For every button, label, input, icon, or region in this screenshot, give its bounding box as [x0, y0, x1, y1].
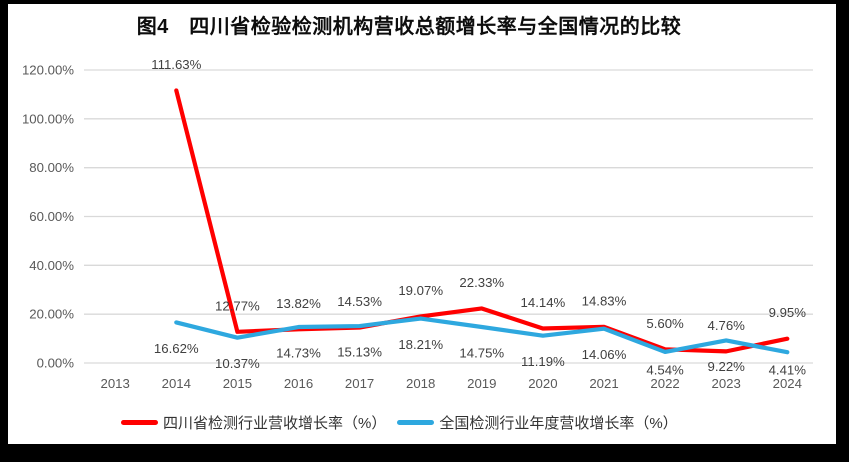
red-series-swatch-icon — [121, 420, 158, 425]
legend-label-national: 全国检测行业年度营收增长率（%） — [439, 415, 678, 432]
chart-title: 图4 四川省检验检测机构营收总额增长率与全国情况的比较 — [136, 16, 682, 38]
blue-series-swatch-icon — [397, 420, 435, 425]
legend: 四川省检测行业营收增长率（%） 全国检测行业年度营收增长率（%） — [121, 412, 678, 433]
legend-label-sichuan: 四川省检测行业营收增长率（%） — [163, 415, 387, 432]
legend-item-sichuan: 四川省检测行业营收增长率（%） — [121, 412, 386, 433]
legend-item-national: 全国检测行业年度营收增长率（%） — [397, 412, 678, 433]
chart-canvas — [8, 4, 836, 444]
